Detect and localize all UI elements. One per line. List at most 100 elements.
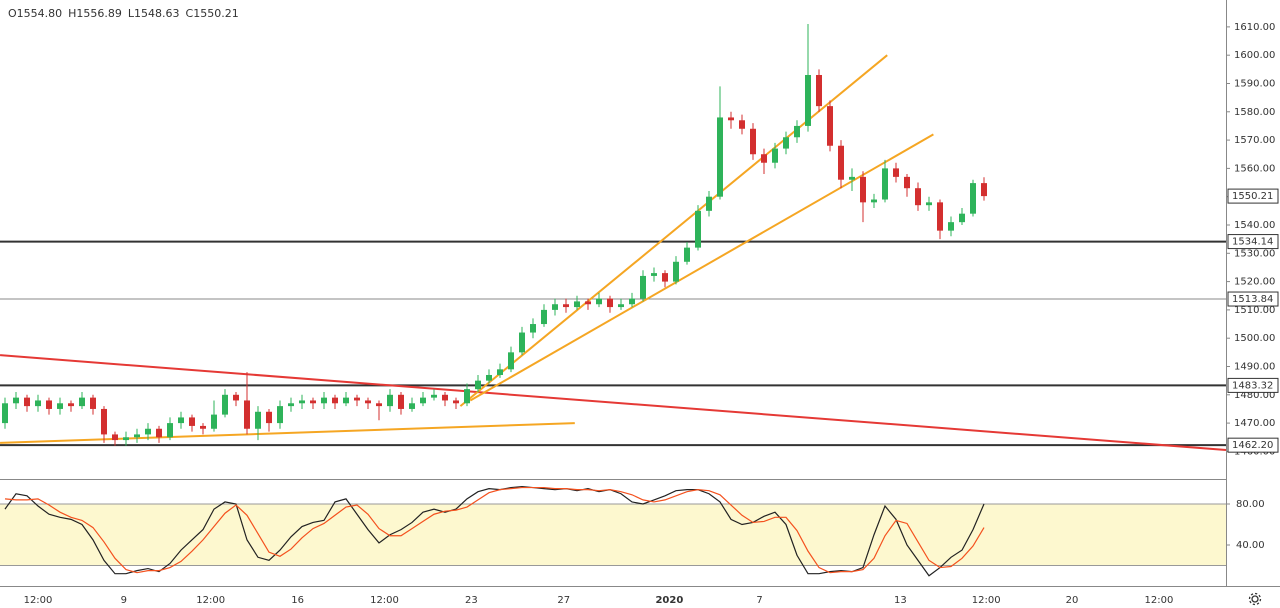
candle-body xyxy=(167,423,173,438)
candle-body xyxy=(68,403,74,407)
level-label-box xyxy=(1227,234,1279,250)
trendline xyxy=(0,422,575,444)
x-tick-label: 27 xyxy=(557,595,570,606)
level-label: 1462.20 xyxy=(1232,440,1273,451)
candle-body xyxy=(222,394,228,415)
candle-body xyxy=(365,400,371,404)
candle-body xyxy=(431,394,437,398)
candle-body xyxy=(805,74,811,126)
candle-body xyxy=(211,414,217,429)
candle-body xyxy=(2,403,8,424)
candle-body xyxy=(486,374,492,381)
stoch-line xyxy=(4,486,985,574)
x-tick-label: 12:00 xyxy=(24,595,53,606)
candle-body xyxy=(200,425,206,429)
candle-body xyxy=(530,324,536,333)
y-tick-label: 1610.00 xyxy=(1234,22,1275,33)
candle-body xyxy=(816,74,822,107)
y-tick-label: 1570.00 xyxy=(1234,135,1275,146)
candle-body xyxy=(717,117,723,197)
candle-body xyxy=(574,301,580,308)
candle-body xyxy=(959,213,965,223)
candle-body xyxy=(101,408,107,435)
x-tick-label: 12:00 xyxy=(370,595,399,606)
y-tick-label: 1530.00 xyxy=(1234,248,1275,259)
candle-body xyxy=(13,397,19,404)
candle-body xyxy=(409,403,415,409)
candle-body xyxy=(893,168,899,177)
candle-body xyxy=(519,332,525,353)
candle-body xyxy=(57,403,63,409)
candle-body xyxy=(453,400,459,404)
x-tick-label: 12:00 xyxy=(1144,595,1173,606)
last-price-label: 1550.21 xyxy=(1232,191,1273,202)
y-tick-label: 1510.00 xyxy=(1234,305,1275,316)
candle-body xyxy=(618,304,624,308)
y-tick-label: 1580.00 xyxy=(1234,107,1275,118)
candle-body xyxy=(145,428,151,435)
candle-body xyxy=(981,183,987,197)
y-tick-label: 1520.00 xyxy=(1234,277,1275,288)
legend-item: H1556.89 xyxy=(68,7,122,20)
y-tick-label: 1500.00 xyxy=(1234,333,1275,344)
candle-body xyxy=(948,222,954,231)
candle-body xyxy=(24,397,30,407)
candle-body xyxy=(827,106,833,146)
candle-body xyxy=(739,120,745,129)
last-price-box xyxy=(1227,188,1279,204)
candle-body xyxy=(596,298,602,305)
y-tick-label: 1480.00 xyxy=(1234,390,1275,401)
trendline xyxy=(469,133,934,402)
candle-body xyxy=(299,400,305,404)
candle-body xyxy=(343,397,349,404)
candle-body xyxy=(233,394,239,401)
candle-body xyxy=(761,154,767,163)
candle-body xyxy=(464,389,470,404)
candle-body xyxy=(508,352,514,370)
candle-body xyxy=(882,168,888,200)
legend-item: L1548.63 xyxy=(128,7,180,20)
settings-icon[interactable] xyxy=(1248,592,1262,606)
x-tick-label: 9 xyxy=(121,595,127,606)
y-tick-label: 1490.00 xyxy=(1234,361,1275,372)
candle-body xyxy=(915,188,921,206)
x-tick-label: 2020 xyxy=(655,595,683,606)
candle-body xyxy=(772,148,778,163)
candle-body xyxy=(288,403,294,407)
candle-body xyxy=(266,411,272,424)
candle-body xyxy=(310,400,316,404)
y-tick-label: 1470.00 xyxy=(1234,418,1275,429)
candle-body xyxy=(255,411,261,429)
candle-body xyxy=(35,400,41,407)
candle-body xyxy=(79,397,85,407)
candle-body xyxy=(398,394,404,409)
candle-body xyxy=(475,380,481,390)
candle-body xyxy=(860,176,866,203)
level-label: 1513.84 xyxy=(1232,294,1273,305)
candle-body xyxy=(332,397,338,404)
stoch-line xyxy=(4,485,985,577)
candle-body xyxy=(321,397,327,404)
candle-body xyxy=(354,397,360,401)
level-label: 1483.32 xyxy=(1232,380,1273,391)
y-tick-label: 1540.00 xyxy=(1234,220,1275,231)
candle-body xyxy=(387,394,393,407)
candle-body xyxy=(706,196,712,211)
legend-item: C1550.21 xyxy=(186,7,239,20)
candle-body xyxy=(90,397,96,409)
stoch-band xyxy=(0,503,1226,566)
level-label: 1534.14 xyxy=(1232,237,1273,248)
candle-body xyxy=(541,309,547,325)
candle-body xyxy=(156,428,162,438)
x-tick-label: 12:00 xyxy=(972,595,1001,606)
candle-body xyxy=(662,273,668,282)
candle-body xyxy=(277,406,283,424)
candle-body xyxy=(112,434,118,441)
stoch-tick-label: 40.00 xyxy=(1236,540,1265,551)
candle-body xyxy=(563,304,569,308)
candle-body xyxy=(651,273,657,276)
candle-body xyxy=(420,397,426,404)
x-tick-label: 13 xyxy=(894,595,907,606)
